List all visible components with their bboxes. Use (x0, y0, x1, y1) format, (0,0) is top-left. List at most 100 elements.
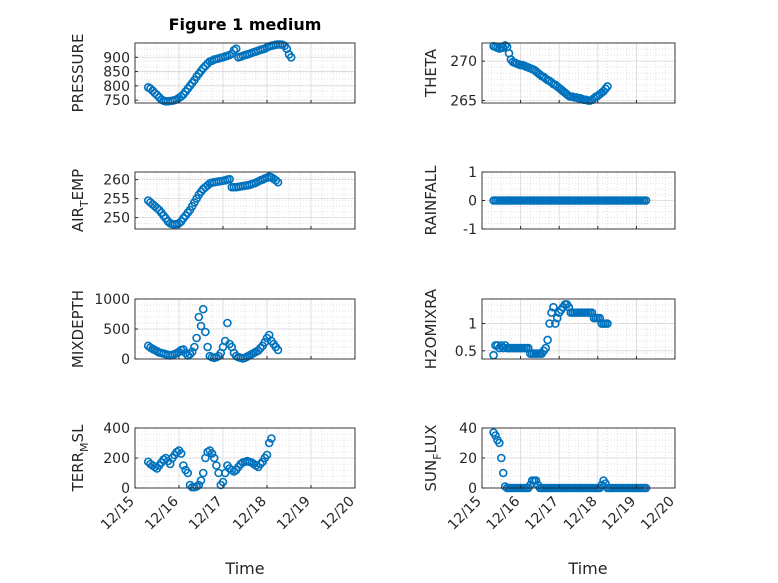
data-point (198, 63, 208, 73)
x-tick-label: 12/19 (274, 494, 314, 534)
data-point (187, 347, 197, 357)
data-point (192, 333, 201, 343)
data-point (146, 84, 155, 94)
data-point (176, 92, 186, 101)
y-tick-label: 265 (450, 94, 477, 110)
x-tick-label: 12/16 (142, 493, 182, 533)
data-point (541, 343, 550, 353)
data-point (152, 90, 162, 100)
y-axis-label: SUNFLUX (422, 425, 444, 492)
y-tick-label: 0 (121, 352, 130, 368)
x-tick-label: 12/20 (638, 494, 678, 534)
data-point (198, 468, 208, 478)
data-point (253, 346, 263, 355)
y-tick-label: 200 (103, 451, 130, 467)
data-point (152, 203, 162, 213)
data-point (190, 342, 199, 352)
data-point (595, 313, 605, 323)
x-tick-label: 12/16 (484, 493, 524, 533)
data-point (500, 482, 510, 491)
y-tick-label: 900 (103, 50, 130, 66)
data-point (524, 343, 533, 353)
data-point (587, 308, 597, 317)
data-point (603, 319, 612, 328)
y-tick-label: 40 (459, 421, 477, 437)
y-tick-label: 260 (103, 173, 130, 189)
subplot-terr-msl: 0 200 400 12/15 12/16 12/17 12/18 12/19 12/20 TER… (69, 421, 358, 533)
axes-box (481, 42, 676, 104)
y-tick-label: -1 (463, 222, 477, 238)
y-tick-label: 20 (459, 451, 477, 467)
data-point (491, 431, 500, 440)
data-point (495, 438, 504, 448)
y-tick-label: 0 (468, 481, 477, 497)
data-point (225, 174, 234, 184)
data-point (209, 453, 219, 463)
subplot-h2omixra: 0.5 1 H2OMIXRA (422, 288, 676, 369)
data-point (273, 177, 283, 187)
data-point (201, 327, 210, 337)
y-tick-label: 400 (103, 421, 130, 437)
data-point (194, 312, 204, 322)
data-point (498, 468, 508, 478)
data-point (150, 88, 160, 98)
data-point (207, 449, 217, 458)
data-point (264, 438, 274, 448)
data-point (641, 196, 651, 205)
y-axis-label: AIRTEMP (69, 169, 91, 232)
data-point (543, 335, 552, 345)
x-axis-label-left: Time (224, 559, 264, 578)
x-tick-label: 12/18 (230, 494, 270, 534)
subplot-air-temp: 250 255 260 AIRTEMP (69, 169, 356, 232)
data-point (273, 345, 283, 355)
y-tick-label: 1 (468, 317, 477, 333)
data-point (551, 319, 560, 328)
y-tick-label: 850 (103, 65, 130, 81)
x-tick-label: 12/19 (599, 494, 639, 534)
y-tick-label: 0.5 (455, 344, 477, 360)
data-point (549, 302, 558, 312)
data-point (256, 343, 265, 353)
y-axis-label: RAINFALL (422, 165, 440, 236)
data-point (603, 82, 612, 91)
y-tick-label: 1 (468, 165, 477, 181)
data-point (148, 86, 157, 96)
data-point (194, 480, 204, 490)
x-tick-label: 12/17 (522, 494, 562, 534)
subplot-theta: 265 270 THETA (422, 41, 676, 110)
y-tick-label: 0 (468, 194, 477, 210)
y-tick-label: 255 (103, 192, 130, 208)
y-axis-label: TERRMSL (69, 424, 91, 493)
y-tick-label: 1000 (94, 292, 130, 308)
data-point (564, 302, 574, 312)
data-point (203, 342, 212, 352)
x-tick-label: 12/18 (561, 494, 601, 534)
y-axis-label: H2OMIXRA (422, 288, 440, 369)
data-point (196, 321, 206, 331)
subplot-rainfall: -1 0 1 RAINFALL (422, 165, 676, 238)
y-tick-label: 250 (103, 211, 130, 227)
axes-box (481, 298, 676, 360)
data-point (183, 468, 193, 478)
axes-box (134, 171, 356, 230)
x-tick-label: 12/20 (318, 494, 358, 534)
data-point (286, 52, 296, 62)
data-point (531, 476, 541, 485)
data-point (271, 176, 281, 185)
data-point (496, 453, 506, 463)
x-axis-label-right: Time (567, 559, 607, 578)
data-point (212, 461, 221, 470)
data-point (196, 476, 206, 485)
data-point (176, 449, 186, 458)
x-tick-label: 12/15 (98, 494, 138, 534)
data-point (552, 313, 562, 323)
data-point (489, 350, 498, 360)
data-point (545, 319, 554, 328)
data-point (256, 459, 265, 469)
y-tick-label: 800 (103, 79, 130, 95)
data-point (179, 461, 188, 470)
data-point (500, 41, 510, 50)
data-point (267, 434, 276, 443)
